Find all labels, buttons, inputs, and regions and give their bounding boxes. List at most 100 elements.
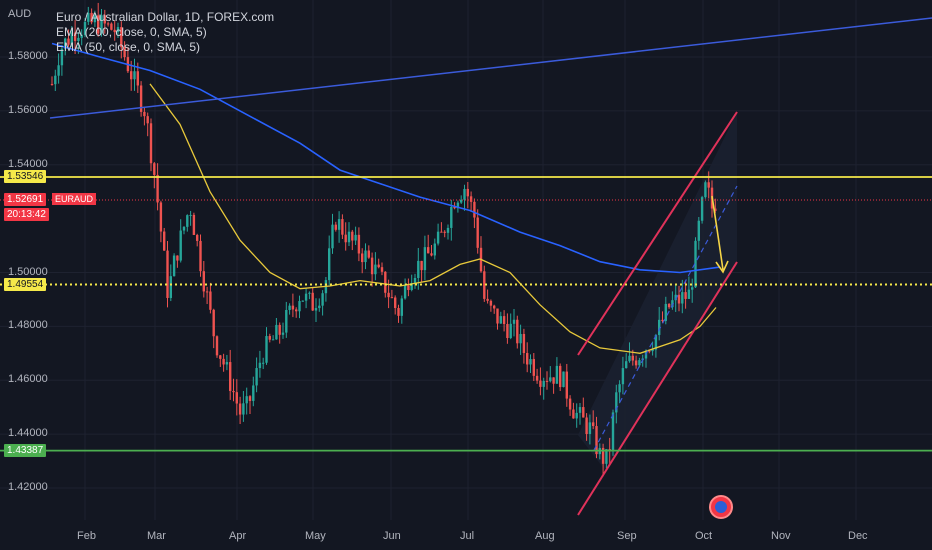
candle-body — [291, 305, 295, 310]
candle-body — [664, 303, 667, 321]
candle-body — [341, 219, 344, 235]
candle-body — [552, 377, 555, 384]
candle-body — [295, 309, 298, 312]
candle-body — [347, 231, 351, 243]
candle-body — [575, 412, 578, 419]
candle-body — [516, 319, 519, 344]
y-tick-label: 1.50000 — [8, 265, 48, 278]
x-tick-label: Mar — [147, 530, 166, 542]
candle-body — [380, 267, 384, 272]
y-tick-label: 1.42000 — [8, 481, 48, 493]
candle-body — [555, 365, 559, 384]
candle-body — [87, 12, 90, 22]
candle-body — [512, 319, 516, 324]
candle-body — [535, 375, 539, 381]
candle-body — [648, 350, 651, 352]
candle-body — [443, 231, 446, 233]
candle-body — [370, 257, 374, 275]
projection-arrow[interactable] — [711, 195, 724, 271]
candle-body — [106, 23, 110, 25]
candle-body — [212, 309, 215, 337]
candle-body — [83, 21, 87, 35]
candle-body — [397, 308, 400, 316]
candle-body — [169, 276, 172, 298]
candle-body — [522, 333, 526, 354]
candle-body — [440, 231, 443, 233]
candle-body — [120, 27, 123, 48]
candle-body — [215, 336, 219, 356]
candle-body — [248, 396, 252, 401]
candle-body — [136, 71, 139, 86]
candle-body — [568, 398, 572, 410]
long-trend-line[interactable] — [49, 17, 932, 119]
candle-body — [103, 15, 106, 24]
candle-body — [331, 224, 334, 249]
candle-body — [390, 297, 394, 299]
candle-body — [146, 116, 149, 124]
candle-body — [407, 285, 410, 291]
candle-body — [545, 380, 549, 382]
candle-body — [549, 377, 552, 382]
candle-body — [219, 355, 222, 359]
candle-body — [387, 292, 390, 298]
candle-body — [476, 217, 479, 248]
legend-ema50[interactable]: EMA (50, close, 0, SMA, 5) — [56, 40, 201, 54]
legend-ema200[interactable]: EMA (200, close, 0, SMA, 5) — [56, 25, 207, 39]
candle-body — [423, 247, 427, 271]
candle-body — [483, 271, 486, 299]
candle-body — [60, 48, 64, 66]
candle-body — [413, 277, 417, 284]
candle-body — [499, 316, 502, 324]
candle-body — [654, 334, 658, 350]
candle-body — [519, 333, 522, 344]
ema-200-line — [51, 42, 721, 274]
candle-body — [677, 294, 681, 304]
candle-body — [258, 362, 262, 369]
candle-body — [466, 188, 469, 197]
candle-body — [473, 201, 476, 218]
y-tick-label: 1.48000 — [8, 319, 48, 332]
candle-body — [262, 362, 265, 364]
candle-body — [179, 230, 182, 261]
candle-body — [156, 174, 159, 203]
candle-body — [456, 202, 460, 209]
candle-body — [493, 305, 496, 309]
candle-body — [463, 188, 466, 200]
candle-body — [595, 426, 598, 455]
candle-body — [242, 403, 245, 415]
candle-body — [70, 32, 73, 45]
candle-body — [377, 264, 380, 268]
candle-body — [159, 202, 163, 232]
candle-body — [265, 336, 268, 363]
candle-body — [565, 371, 568, 399]
candle-body — [321, 293, 324, 306]
legend-title[interactable]: Euro / Australian Dollar, 1D, FOREX.com — [56, 10, 275, 24]
candle-body — [384, 271, 387, 293]
candle-body — [196, 234, 199, 241]
candle-body — [311, 292, 314, 311]
ema-50-line — [149, 83, 717, 354]
candle-body — [611, 412, 615, 452]
event-flag-icon[interactable] — [709, 495, 733, 519]
candle-body — [489, 300, 493, 306]
candle-body — [235, 392, 238, 404]
candle-body — [344, 234, 347, 243]
channel-lower-line[interactable] — [577, 261, 738, 516]
channel-upper-line[interactable] — [577, 111, 738, 356]
candle-body — [486, 298, 489, 301]
candle-body — [245, 396, 248, 404]
candle-body — [205, 291, 209, 293]
chart-grid — [0, 0, 932, 520]
x-tick-label: Jul — [460, 530, 475, 542]
candle-body — [123, 47, 126, 58]
x-tick-label: May — [305, 530, 326, 542]
candle-body — [318, 305, 321, 309]
candle-body — [328, 248, 331, 281]
candle-body — [601, 447, 605, 464]
candle-body — [97, 15, 100, 34]
candle-body — [658, 319, 661, 335]
candle-body — [526, 353, 529, 365]
x-tick-label: Jun — [383, 530, 401, 542]
candle-body — [298, 301, 301, 312]
